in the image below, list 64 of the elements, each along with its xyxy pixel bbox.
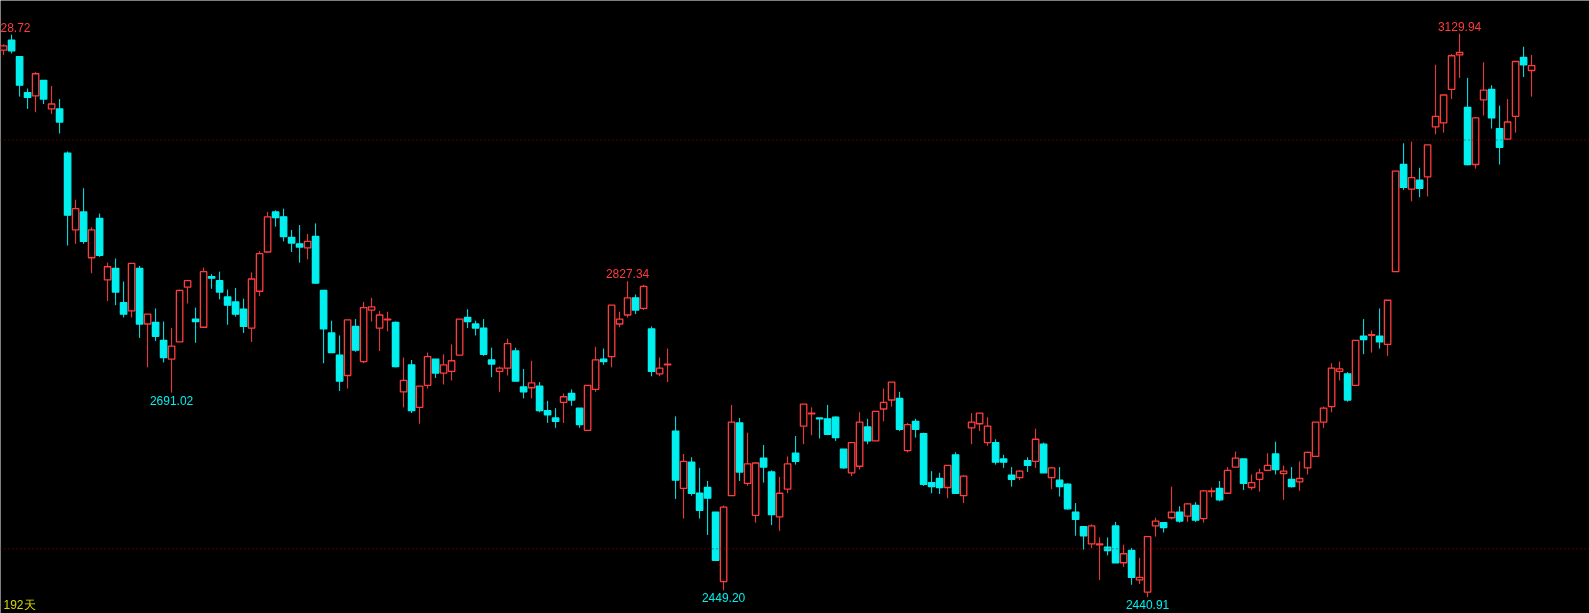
candlestick <box>1167 486 1176 520</box>
candlestick <box>775 476 784 532</box>
candlestick <box>1375 307 1384 350</box>
annotation: 2449.20 <box>701 591 746 606</box>
candlestick <box>1415 167 1424 198</box>
candlestick <box>863 418 872 445</box>
candlestick <box>639 284 648 311</box>
candlestick <box>759 444 768 484</box>
candlestick <box>431 358 440 379</box>
candlestick <box>31 71 40 113</box>
candlestick <box>879 388 888 422</box>
candlestick <box>1271 441 1280 475</box>
candlestick <box>655 357 664 377</box>
candlestick <box>1503 98 1512 141</box>
candlestick <box>119 280 128 318</box>
candlestick <box>151 307 160 342</box>
candlestick <box>1071 502 1080 537</box>
candlestick <box>327 320 336 354</box>
candlestick <box>111 258 120 306</box>
candlestick <box>959 474 968 504</box>
candlestick <box>527 360 536 399</box>
candlestick <box>1527 54 1536 98</box>
candlestick <box>1047 466 1056 490</box>
candlestick <box>1223 466 1232 495</box>
annotation: 2440.91 <box>1125 598 1170 613</box>
candlestick <box>631 294 640 315</box>
annotation: 3129.94 <box>1437 19 1482 34</box>
candlestick <box>143 313 152 368</box>
text: 192天 <box>3 597 36 612</box>
candlestick <box>1367 330 1376 354</box>
candlestick <box>303 233 312 260</box>
candlestick <box>887 381 896 408</box>
candlestick <box>1399 142 1408 191</box>
candlestick <box>1031 428 1040 469</box>
candlestick <box>663 348 672 383</box>
annotation: 2691.02 <box>149 393 194 408</box>
candlestick <box>7 34 16 54</box>
candlestick <box>167 327 176 394</box>
candlestick <box>55 98 64 134</box>
candlestick <box>623 280 632 318</box>
candlestick <box>1191 501 1200 523</box>
annotation: 28.72 <box>0 20 31 35</box>
candlestick <box>23 87 32 110</box>
candlestick <box>487 347 496 378</box>
candlestick <box>215 271 224 300</box>
candlestick <box>1407 141 1416 202</box>
candlestick <box>559 392 568 424</box>
candlestick <box>519 368 528 399</box>
annotation: 2827.34 <box>605 267 650 282</box>
candlestick <box>39 79 48 105</box>
candlestick <box>1183 502 1192 523</box>
candlestick <box>1255 468 1264 493</box>
candlestick <box>943 464 952 499</box>
candlestick <box>551 407 560 429</box>
candlestick <box>71 199 80 245</box>
candlestick <box>1119 544 1128 568</box>
candlestick <box>1079 526 1088 551</box>
candlestick <box>191 307 200 344</box>
candlestick <box>351 318 360 353</box>
candlestick <box>47 85 56 115</box>
candlestick <box>103 262 112 302</box>
candlestick <box>839 448 848 470</box>
candlestick <box>1151 517 1160 538</box>
candlestick <box>1479 61 1488 116</box>
